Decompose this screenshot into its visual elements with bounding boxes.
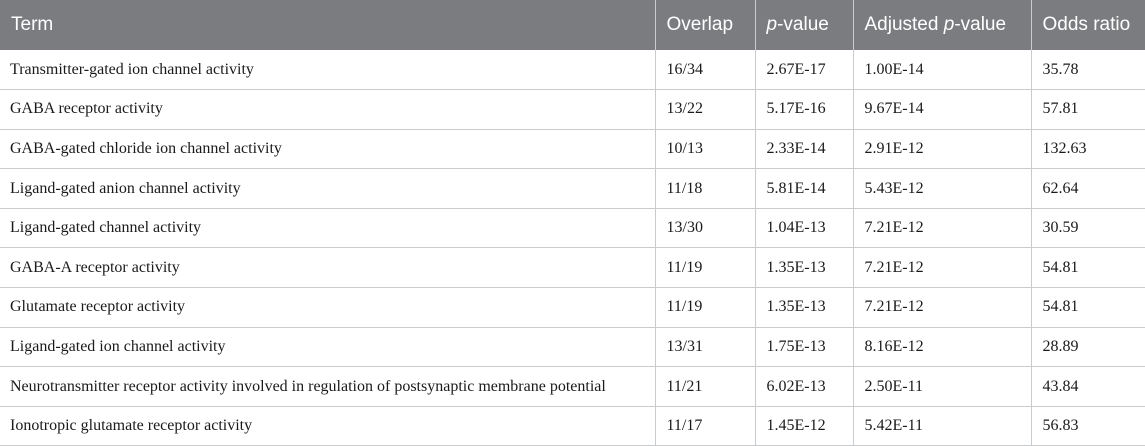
table-header: Term Overlap p-value Adjusted p-value Od… [0, 0, 1145, 50]
table-row: Transmitter-gated ion channel activity 1… [0, 50, 1145, 91]
cell-adjusted-p-value: 9.67E-14 [852, 89, 1031, 130]
table-body: Transmitter-gated ion channel activity 1… [0, 50, 1145, 446]
table-row: Neurotransmitter receptor activity invol… [0, 366, 1145, 407]
cell-p-value: 1.04E-13 [754, 208, 853, 249]
header-odds-label: Odds ratio [1042, 14, 1131, 35]
cell-overlap: 11/21 [654, 366, 755, 407]
cell-p-value: 2.33E-14 [754, 129, 853, 170]
cell-overlap: 13/30 [654, 208, 755, 249]
cell-overlap: 11/19 [654, 287, 755, 328]
cell-odds-ratio: 54.81 [1030, 287, 1145, 328]
header-adjusted-p-value: Adjusted p-value [852, 0, 1031, 50]
table-row: Ionotropic glutamate receptor activity 1… [0, 406, 1145, 446]
cell-p-value: 5.81E-14 [754, 168, 853, 209]
cell-adjusted-p-value: 5.43E-12 [852, 168, 1031, 209]
cell-overlap: 16/34 [654, 50, 755, 91]
cell-adjusted-p-value: 7.21E-12 [852, 287, 1031, 328]
cell-term: Ligand-gated channel activity [0, 208, 655, 249]
cell-overlap: 13/22 [654, 89, 755, 130]
cell-p-value: 6.02E-13 [754, 366, 853, 407]
cell-odds-ratio: 43.84 [1030, 366, 1145, 407]
cell-overlap: 11/18 [654, 168, 755, 209]
header-odds-ratio: Odds ratio [1030, 0, 1145, 50]
header-adj-italic: p [943, 14, 955, 35]
cell-odds-ratio: 132.63 [1030, 129, 1145, 170]
cell-term: Ligand-gated anion channel activity [0, 168, 655, 209]
cell-p-value: 1.45E-12 [754, 406, 853, 446]
cell-adjusted-p-value: 7.21E-12 [852, 247, 1031, 289]
table-row: GABA-A receptor activity 11/19 1.35E-13 … [0, 247, 1145, 289]
cell-p-value: 1.35E-13 [754, 247, 853, 289]
cell-adjusted-p-value: 7.21E-12 [852, 208, 1031, 249]
cell-odds-ratio: 54.81 [1030, 247, 1145, 289]
table-row: GABA receptor activity 13/22 5.17E-16 9.… [0, 89, 1145, 130]
cell-term: GABA receptor activity [0, 89, 655, 130]
table-row: GABA-gated chloride ion channel activity… [0, 129, 1145, 170]
table-row: Ligand-gated ion channel activity 13/31 … [0, 327, 1145, 368]
header-term: Term [0, 0, 655, 50]
cell-odds-ratio: 30.59 [1030, 208, 1145, 249]
cell-overlap: 13/31 [654, 327, 755, 368]
table-row: Ligand-gated anion channel activity 11/1… [0, 168, 1145, 209]
cell-adjusted-p-value: 2.50E-11 [852, 366, 1031, 407]
header-adj-prefix: Adjusted [864, 14, 944, 35]
cell-term: GABA-gated chloride ion channel activity [0, 129, 655, 170]
cell-adjusted-p-value: 1.00E-14 [852, 50, 1031, 91]
cell-overlap: 10/13 [654, 129, 755, 170]
header-p-suffix: -value [777, 14, 829, 35]
cell-term: Glutamate receptor activity [0, 287, 655, 328]
header-adj-suffix: -value [954, 14, 1007, 35]
cell-odds-ratio: 28.89 [1030, 327, 1145, 368]
header-p-value: p-value [754, 0, 853, 50]
cell-adjusted-p-value: 5.42E-11 [852, 406, 1031, 446]
cell-term: Ionotropic glutamate receptor activity [0, 406, 655, 446]
cell-p-value: 2.67E-17 [754, 50, 853, 91]
cell-overlap: 11/19 [654, 247, 755, 289]
table-row: Ligand-gated channel activity 13/30 1.04… [0, 208, 1145, 249]
header-row: Term Overlap p-value Adjusted p-value Od… [0, 0, 1145, 50]
header-overlap-label: Overlap [666, 14, 734, 35]
cell-adjusted-p-value: 2.91E-12 [852, 129, 1031, 170]
cell-p-value: 1.35E-13 [754, 287, 853, 328]
header-overlap: Overlap [654, 0, 755, 50]
cell-odds-ratio: 35.78 [1030, 50, 1145, 91]
cell-term: Ligand-gated ion channel activity [0, 327, 655, 368]
cell-p-value: 1.75E-13 [754, 327, 853, 368]
cell-odds-ratio: 57.81 [1030, 89, 1145, 130]
cell-term: GABA-A receptor activity [0, 247, 655, 289]
cell-odds-ratio: 62.64 [1030, 168, 1145, 209]
cell-odds-ratio: 56.83 [1030, 406, 1145, 446]
cell-overlap: 11/17 [654, 406, 755, 446]
cell-term: Transmitter-gated ion channel activity [0, 50, 655, 91]
cell-adjusted-p-value: 8.16E-12 [852, 327, 1031, 368]
header-p-italic: p [766, 14, 778, 35]
cell-p-value: 5.17E-16 [754, 89, 853, 130]
cell-term: Neurotransmitter receptor activity invol… [0, 366, 655, 407]
table-row: Glutamate receptor activity 11/19 1.35E-… [0, 287, 1145, 328]
header-term-label: Term [11, 14, 54, 35]
